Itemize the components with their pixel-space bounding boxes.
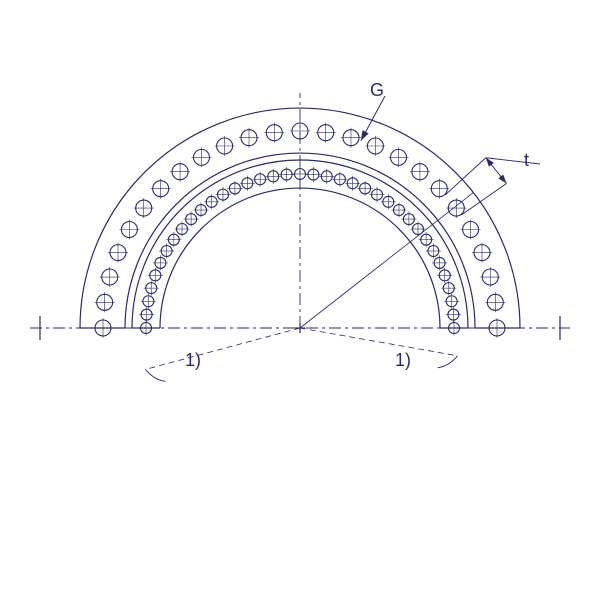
label-g: G bbox=[370, 80, 384, 101]
bearing-cross-section-diagram bbox=[0, 0, 600, 600]
note-1-left: 1) bbox=[185, 350, 201, 371]
note-1-right: 1) bbox=[395, 350, 411, 371]
arrowhead bbox=[498, 174, 506, 183]
arrowhead bbox=[486, 158, 494, 167]
arrowhead bbox=[361, 130, 369, 140]
label-t: t bbox=[524, 150, 529, 171]
